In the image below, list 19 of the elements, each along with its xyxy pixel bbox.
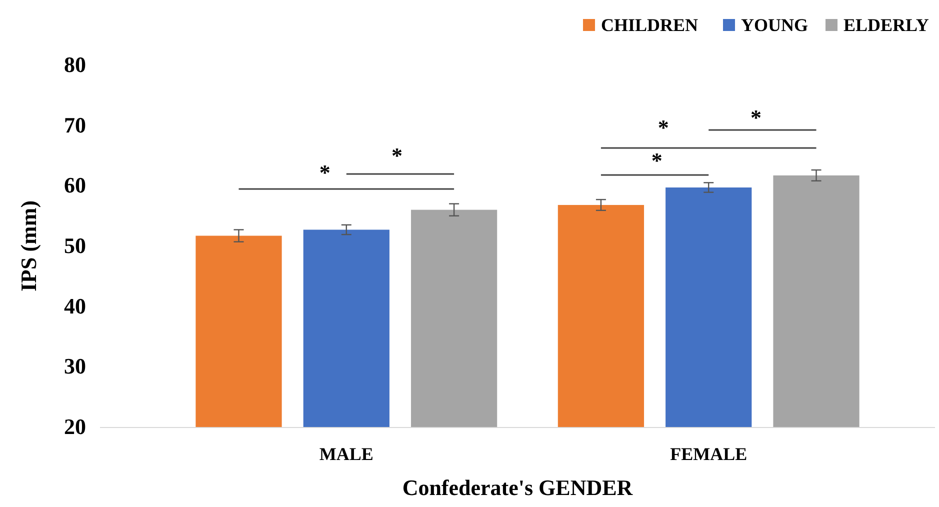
y-tick-label: 60 — [64, 172, 86, 198]
y-tick-label: 40 — [64, 293, 86, 318]
x-axis-title: Confederate's GENDER — [402, 475, 634, 500]
annotation: * — [658, 115, 669, 140]
y-tick-label: 80 — [64, 52, 86, 78]
annotation: * — [651, 148, 662, 173]
x-tick-label: FEMALE — [670, 444, 748, 464]
y-tick-label: 30 — [64, 354, 86, 379]
y-axis-title: IPS (mm) — [16, 200, 41, 292]
legend-label: ELDERLY — [844, 15, 929, 35]
x-tick-label: MALE — [319, 444, 374, 464]
y-tick-label: 50 — [64, 233, 86, 258]
legend-label: CHILDREN — [601, 15, 698, 35]
annotation: * — [391, 143, 402, 168]
annotation: * — [750, 105, 762, 130]
y-tick-label: 20 — [64, 414, 86, 440]
y-tick-label: 70 — [64, 112, 86, 138]
annotation: * — [319, 160, 330, 185]
legend-label: YOUNG — [741, 15, 808, 35]
